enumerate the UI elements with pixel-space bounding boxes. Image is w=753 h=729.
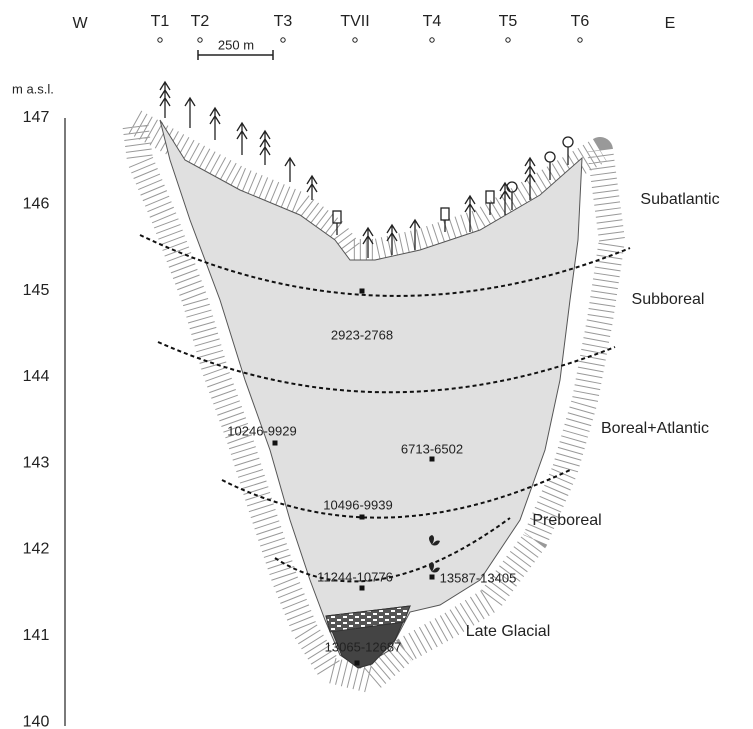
transect-marker <box>281 38 285 42</box>
date-label: 13587-13405 <box>440 570 517 585</box>
tree-symbol <box>500 183 510 215</box>
date-label: 10246-9929 <box>227 423 296 438</box>
sample-marker <box>430 457 435 462</box>
tree-symbol <box>160 82 170 118</box>
scale-label: 250 m <box>218 37 254 52</box>
transect-label: TVII <box>340 13 369 30</box>
zone-label: Subboreal <box>632 291 705 308</box>
herb-symbol <box>545 152 555 162</box>
date-label: 2923-2768 <box>331 327 393 342</box>
shrub-symbol <box>486 191 494 203</box>
tree-symbol <box>285 158 295 182</box>
sample-marker <box>360 289 365 294</box>
transect-label: T6 <box>571 13 590 30</box>
shrub-symbol <box>441 208 449 220</box>
sample-marker <box>273 441 278 446</box>
sample-marker <box>355 661 360 666</box>
axis-tick-label: 145 <box>23 282 50 299</box>
east-label: E <box>665 15 676 32</box>
transect-label: T4 <box>423 13 442 30</box>
zone-label: Preboreal <box>532 512 601 529</box>
date-label: 10496-9939 <box>323 497 392 512</box>
sample-marker <box>430 575 435 580</box>
tree-symbol <box>363 228 373 258</box>
tree-symbol <box>525 158 535 200</box>
tree-symbol <box>210 108 220 140</box>
transect-label: T5 <box>499 13 518 30</box>
tree-symbol <box>237 123 247 155</box>
axis-tick-label: 142 <box>23 541 50 558</box>
tree-symbol <box>260 131 270 165</box>
transect-marker <box>430 38 434 42</box>
transect-marker <box>578 38 582 42</box>
date-label: 6713-6502 <box>401 441 463 456</box>
axis-tick-label: 141 <box>23 627 50 644</box>
date-label: 11244-10776 <box>317 569 393 584</box>
axis-tick-label: 147 <box>23 109 50 126</box>
transect-label: T2 <box>191 13 210 30</box>
zone-label: Boreal+Atlantic <box>601 420 709 437</box>
herb-symbol <box>563 137 573 147</box>
transect-marker <box>158 38 162 42</box>
sample-marker <box>360 586 365 591</box>
west-label: W <box>72 15 88 32</box>
date-label: 13065-12687 <box>325 639 402 654</box>
sample-marker <box>360 515 365 520</box>
axis-tick-label: 143 <box>23 454 50 471</box>
transect-label: T1 <box>151 13 170 30</box>
axis-tick-label: 146 <box>23 196 50 213</box>
axis-tick-label: 144 <box>23 368 50 385</box>
zone-label: Late Glacial <box>466 623 551 640</box>
transect-marker <box>198 38 202 42</box>
transect-marker <box>506 38 510 42</box>
shrub-symbol <box>333 211 341 223</box>
transect-label: T3 <box>274 13 293 30</box>
zone-label: Subatlantic <box>640 191 719 208</box>
tree-symbol <box>185 98 195 128</box>
axis-tick-label: 140 <box>23 713 50 729</box>
axis-title: m a.s.l. <box>12 81 54 96</box>
transect-marker <box>353 38 357 42</box>
cross-section: m a.s.l. W E 250 m Subatlantic Subboreal… <box>0 0 753 729</box>
